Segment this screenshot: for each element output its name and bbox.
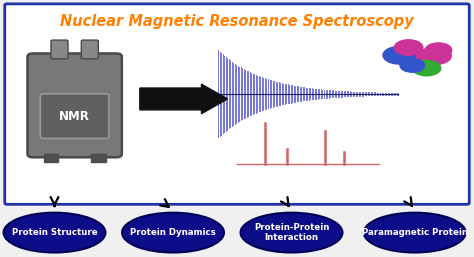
Text: Paramagnetic Protein: Paramagnetic Protein	[362, 228, 468, 237]
Text: NMR: NMR	[59, 110, 90, 123]
FancyBboxPatch shape	[40, 94, 109, 139]
FancyBboxPatch shape	[5, 4, 469, 204]
Circle shape	[394, 40, 423, 55]
Ellipse shape	[122, 213, 224, 252]
Circle shape	[400, 59, 425, 72]
Circle shape	[425, 43, 452, 57]
FancyBboxPatch shape	[82, 40, 98, 59]
Ellipse shape	[4, 213, 105, 252]
FancyBboxPatch shape	[44, 154, 58, 162]
FancyBboxPatch shape	[51, 40, 68, 59]
Ellipse shape	[364, 213, 465, 252]
Text: Protein Dynamics: Protein Dynamics	[130, 228, 216, 237]
Circle shape	[419, 47, 451, 65]
Circle shape	[412, 60, 441, 76]
Text: Nuclear Magnetic Resonance Spectroscopy: Nuclear Magnetic Resonance Spectroscopy	[60, 14, 414, 29]
FancyArrow shape	[140, 84, 228, 114]
Circle shape	[398, 50, 436, 71]
FancyBboxPatch shape	[27, 53, 122, 157]
Text: Protein-Protein
Interaction: Protein-Protein Interaction	[254, 223, 329, 242]
FancyBboxPatch shape	[91, 154, 106, 162]
Ellipse shape	[240, 213, 342, 252]
Text: Protein Structure: Protein Structure	[12, 228, 97, 237]
Circle shape	[383, 47, 415, 64]
